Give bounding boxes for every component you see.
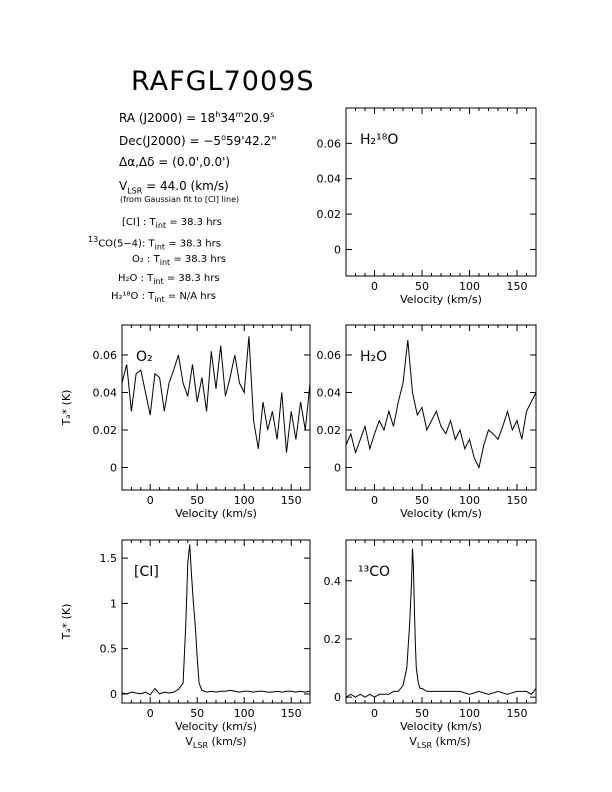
vlsr-note: (from Gaussian fit to [CI] line) <box>120 195 240 204</box>
vlsr-axis-label: VLSR (km/s) <box>409 735 470 750</box>
x-tick-label: 50 <box>415 494 429 507</box>
y-tick-label: 1.5 <box>100 552 118 565</box>
tint-species: H₂O : <box>118 273 144 284</box>
y-tick-label: 0.06 <box>317 349 342 362</box>
vlsr-value: = 44.0 (km/s) <box>142 179 229 193</box>
panel-label: H₂O <box>360 349 387 365</box>
tint-row: O₂ : Tint = 38.3 hrs <box>132 254 227 267</box>
tint-species: CO(5−4): <box>98 238 146 250</box>
panel-label: ¹³CO <box>358 564 390 580</box>
tint-value: = N/A hrs <box>164 291 216 302</box>
y-axis-label: Tₐ* (K) <box>60 390 73 427</box>
y-tick-label: 0 <box>110 462 117 475</box>
dec-label: Dec(J2000) = <box>119 134 204 148</box>
x-tick-label: 0 <box>371 280 378 293</box>
y-tick-label: 0.2 <box>324 633 342 646</box>
x-tick-label: 50 <box>190 494 204 507</box>
spectrum-line <box>121 544 311 696</box>
x-tick-label: 100 <box>234 707 255 720</box>
y-tick-label: 0.06 <box>317 137 342 150</box>
x-axis-label: Velocity (km/s) <box>400 507 482 520</box>
x-tick-label: 100 <box>459 707 480 720</box>
y-tick-label: 0.02 <box>317 208 342 221</box>
tint-value: = 38.3 hrs <box>166 217 222 228</box>
tint-value: = 38.3 hrs <box>165 238 221 250</box>
x-tick-label: 150 <box>281 494 302 507</box>
x-tick-label: 100 <box>459 280 480 293</box>
x-tick-label: 150 <box>281 707 302 720</box>
x-tick-label: 100 <box>459 494 480 507</box>
offset-line: Δα,Δδ = (0.0',0.0') <box>119 155 231 169</box>
ra-label: RA (J2000) = <box>119 111 200 125</box>
y-axis-label: Tₐ* (K) <box>60 604 73 641</box>
tint-species: H₂¹⁸O : <box>111 291 145 302</box>
x-tick-label: 50 <box>415 280 429 293</box>
tint-species: O₂ : <box>132 254 151 265</box>
panel-label: H₂¹⁸O <box>360 132 398 148</box>
dec-rest: 59'42.2" <box>225 134 277 148</box>
tint-row: 13CO(5−4): Tint = 38.3 hrs <box>88 235 221 252</box>
spectrum-line <box>345 548 537 698</box>
panel-label: O₂ <box>136 349 153 365</box>
dec-line: Dec(J2000) = −5o59'42.2" <box>119 133 277 148</box>
y-tick-label: 0.04 <box>93 387 118 400</box>
y-tick-label: 0.04 <box>317 173 342 186</box>
y-tick-label: 0.04 <box>317 387 342 400</box>
tint-row: H₂¹⁸O : Tint = N/A hrs <box>111 291 216 304</box>
ra-m: 34 <box>220 111 236 125</box>
ra-h: 18 <box>200 111 216 125</box>
y-tick-label: 0 <box>334 462 341 475</box>
spectrum-line <box>345 339 537 470</box>
tint-value: = 38.3 hrs <box>163 273 220 284</box>
x-axis-label: Velocity (km/s) <box>400 293 482 306</box>
dec-d: −5 <box>203 134 222 148</box>
y-tick-label: 1 <box>110 597 117 610</box>
x-axis-label: Velocity (km/s) <box>175 507 257 520</box>
y-tick-label: 0 <box>334 691 341 704</box>
y-tick-label: 0.02 <box>317 424 342 437</box>
x-tick-label: 50 <box>190 707 204 720</box>
x-tick-label: 0 <box>147 494 154 507</box>
figure-title: RAFGL7009S <box>131 66 315 97</box>
x-tick-label: 0 <box>371 494 378 507</box>
x-tick-label: 50 <box>415 707 429 720</box>
x-tick-label: 100 <box>234 494 255 507</box>
x-tick-label: 150 <box>507 494 528 507</box>
y-tick-label: 0.5 <box>100 643 118 656</box>
y-tick-label: 0.06 <box>93 349 118 362</box>
tint-row: H₂O : Tint = 38.3 hrs <box>118 273 220 286</box>
tint-value: = 38.3 hrs <box>170 254 227 265</box>
ra-s: 20.9 <box>243 111 271 125</box>
tint-row: [CI] : Tint = 38.3 hrs <box>122 217 222 230</box>
y-tick-label: 0 <box>334 243 341 256</box>
x-tick-label: 0 <box>371 707 378 720</box>
x-tick-label: 150 <box>507 707 528 720</box>
spectrum-line <box>121 336 311 453</box>
y-tick-label: 0.02 <box>93 424 118 437</box>
x-axis-label: Velocity (km/s) <box>400 720 482 733</box>
x-tick-label: 0 <box>147 707 154 720</box>
vlsr-axis-label: VLSR (km/s) <box>185 735 246 750</box>
ra-line: RA (J2000) = 18h34m20.9s <box>119 110 275 125</box>
vlsr-line: VLSR = 44.0 (km/s) <box>119 179 229 196</box>
x-tick-label: 150 <box>507 280 528 293</box>
y-tick-label: 0.4 <box>324 575 342 588</box>
x-axis-label: Velocity (km/s) <box>175 720 257 733</box>
tint-species: [CI] : <box>122 217 147 228</box>
y-tick-label: 0 <box>110 688 117 701</box>
panel-label: [CI] <box>134 564 159 580</box>
